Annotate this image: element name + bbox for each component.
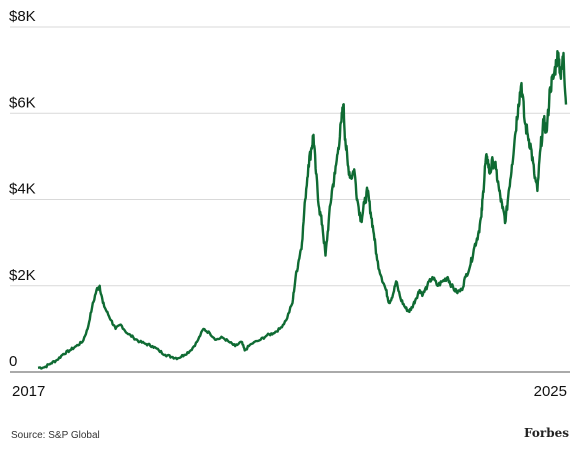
x-tick-label: 2025 — [534, 383, 567, 400]
series-group — [37, 50, 568, 370]
x-tick-label: 2017 — [12, 383, 45, 400]
y-axis-tick-labels: 0 $2K $4K $6K $8K — [9, 8, 36, 370]
y-tick-label: $6K — [9, 94, 36, 111]
y-tick-label: 0 — [9, 353, 17, 370]
x-axis-tick-labels: 2017 2025 — [12, 383, 567, 400]
y-tick-label: $8K — [9, 8, 36, 25]
y-tick-label: $2K — [9, 267, 36, 284]
brand-logo: Forbes — [524, 426, 569, 440]
series-line — [37, 50, 568, 370]
gridlines — [10, 26, 570, 287]
y-tick-label: $4K — [9, 181, 36, 198]
source-note: Source: S&P Global — [11, 430, 100, 441]
